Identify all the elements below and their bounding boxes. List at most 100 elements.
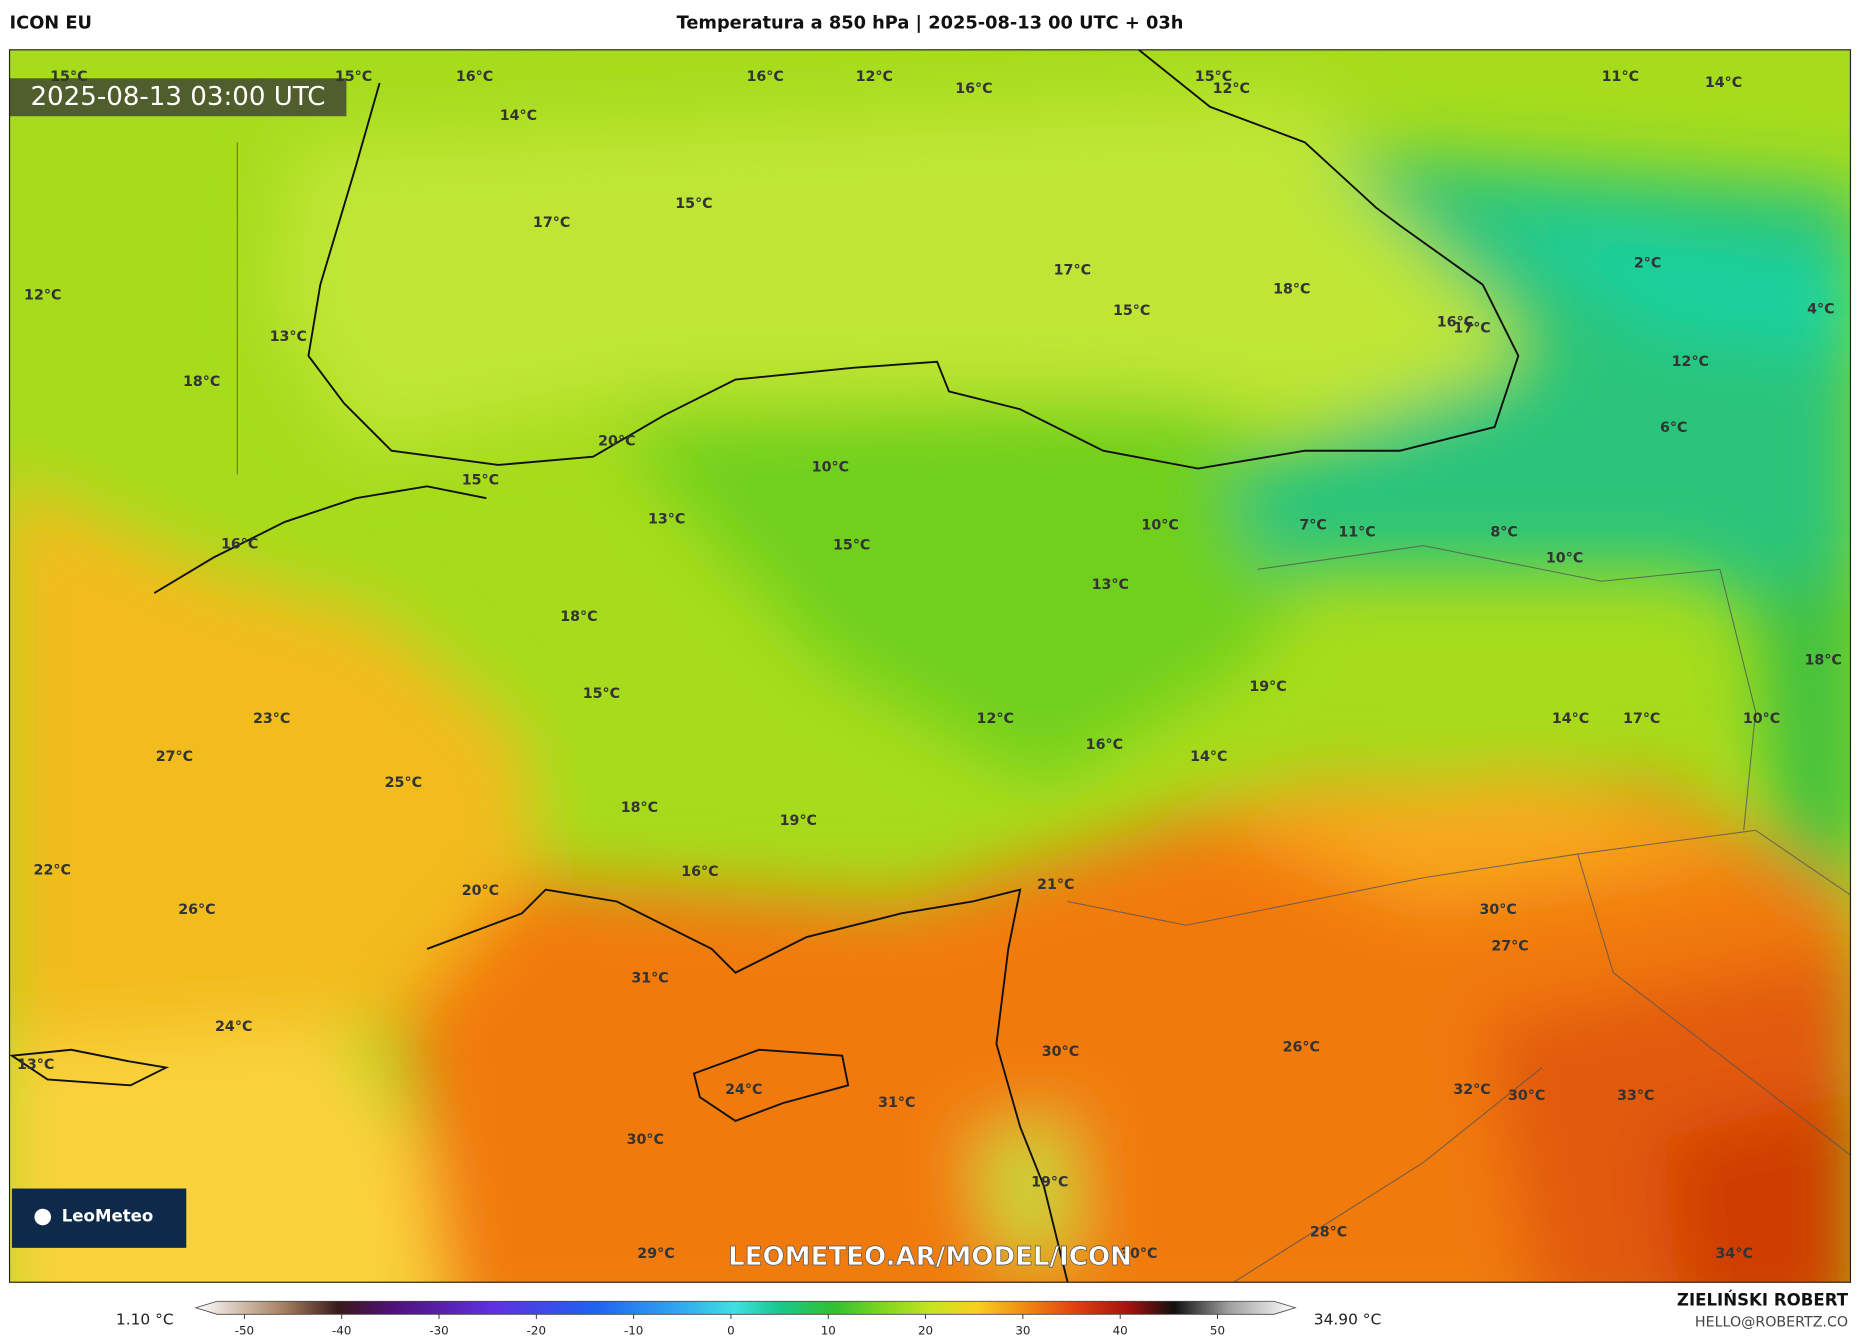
temperature-label: 18°C (183, 374, 220, 390)
temperature-label: 34°C (1716, 1246, 1753, 1262)
temperature-label: 16°C (746, 69, 783, 85)
temperature-label: 16°C (681, 864, 718, 880)
temperature-label: 15°C (583, 686, 620, 702)
colorbar-tick-label: -20 (527, 1323, 546, 1337)
temperature-label: 25°C (385, 775, 422, 791)
temperature-label: 16°C (955, 81, 992, 97)
temperature-label: 15°C (1195, 69, 1232, 85)
map-frame (8, 49, 1852, 1283)
colorbar: -50 -40 -30 -20 -10 0 10 20 30 40 50 (194, 1300, 1297, 1337)
temperature-label: 17°C (533, 215, 570, 231)
temperature-label: 7°C (1299, 517, 1326, 533)
temperature-label: 26°C (178, 902, 215, 918)
temperature-label: 23°C (253, 711, 290, 727)
colorbar-tick-label: 0 (727, 1323, 735, 1337)
temperature-field (9, 94, 1851, 1283)
colorbar-tick-label: -10 (624, 1323, 643, 1337)
colorbar-max: 34.90 °C (1314, 1311, 1381, 1329)
temperature-label: 15°C (1113, 303, 1150, 319)
colorbar-min: 1.10 °C (116, 1311, 174, 1329)
temperature-label: 14°C (1705, 75, 1742, 91)
temperature-label: 13°C (17, 1057, 54, 1073)
temperature-label: 13°C (648, 512, 685, 528)
temperature-label: 18°C (621, 800, 658, 816)
temperature-label: 33°C (1617, 1088, 1654, 1104)
marmara-coast (153, 485, 487, 594)
temperature-label: 30°C (627, 1132, 664, 1148)
temperature-labels: 15°C 15°C 16°C 16°C 12°C16°C15°C12°C11°C 14°C… (17, 69, 1842, 1262)
temperature-label: 12°C (1672, 354, 1709, 370)
colorbar-tick-label: 50 (1210, 1323, 1225, 1337)
temperature-label: 18°C (1273, 281, 1310, 297)
temperature-label: 27°C (1491, 939, 1528, 955)
temperature-label: 15°C (462, 472, 499, 488)
temperature-label: 6°C (1660, 420, 1687, 436)
model-name: ICON EU (10, 13, 92, 34)
temperature-label: 24°C (725, 1082, 762, 1098)
colorbar-tick-label: 40 (1113, 1323, 1128, 1337)
temperature-label: 19°C (1249, 679, 1286, 695)
temperature-label: 24°C (215, 1019, 252, 1035)
map-title: Temperatura a 850 hPa | 2025-08-13 00 UT… (677, 13, 1184, 34)
temperature-label: 11°C (1338, 525, 1375, 541)
temperature-label: 16°C (221, 536, 258, 552)
temperature-label: 31°C (631, 971, 668, 987)
colorbar-tick-label: 20 (918, 1323, 933, 1337)
temperature-label: 10°C (1743, 711, 1780, 727)
temperature-label: 12°C (1213, 81, 1250, 97)
logo-text: LeoMeteo (62, 1207, 154, 1226)
temperature-label: 17°C (1054, 262, 1091, 278)
temperature-label: 29°C (637, 1246, 674, 1262)
temperature-label: 26°C (1283, 1039, 1320, 1055)
temperature-label: 22°C (34, 863, 71, 879)
temperature-label: 30°C (1508, 1088, 1545, 1104)
temperature-label: 12°C (24, 287, 61, 303)
temperature-label: 15°C (833, 538, 870, 554)
colorbar-bar (194, 1300, 1297, 1315)
temperature-label: 10°C (1546, 551, 1583, 567)
temperature-label: 14°C (500, 108, 537, 124)
temperature-label: 30°C (1480, 902, 1517, 918)
temperature-label: 12°C (856, 69, 893, 85)
temperature-label: 17°C (1453, 321, 1490, 337)
temperature-label: 32°C (1453, 1082, 1490, 1098)
temperature-label: 16°C (456, 69, 493, 85)
email: HELLO@ROBERTZ.CO (1695, 1315, 1848, 1331)
cyprus (692, 1048, 850, 1122)
colorbar-tick-label: -30 (429, 1323, 448, 1337)
temperature-label: 8°C (1490, 525, 1517, 541)
temperature-label: 17°C (1623, 711, 1660, 727)
temperature-label: 14°C (1190, 749, 1227, 765)
timestamp: 2025-08-13 03:00 UTC (30, 82, 325, 112)
temperature-label: 19°C (780, 813, 817, 829)
temperature-label: 12°C (977, 711, 1014, 727)
temperature-label: 30°C (1120, 1246, 1157, 1262)
temperature-label: 27°C (156, 749, 193, 765)
logo-sun (34, 1208, 52, 1226)
borders (236, 142, 1851, 1283)
temperature-label: 10°C (812, 459, 849, 475)
temperature-label: 16°C (1086, 737, 1123, 753)
crete (9, 1048, 170, 1087)
temperature-label: 19°C (1031, 1175, 1068, 1191)
temperature-label: 11°C (1602, 69, 1639, 85)
temperature-label: 18°C (1805, 653, 1842, 669)
temperature-label: 18°C (560, 609, 597, 625)
colorbar-tick-label: -50 (235, 1323, 254, 1337)
temperature-label: 4°C (1807, 302, 1834, 318)
temperature-label: 20°C (462, 883, 499, 899)
temperature-label: 15°C (675, 196, 712, 212)
author: ZIELIŃSKI ROBERT (1677, 1291, 1849, 1310)
mediterranean-coast (426, 888, 1069, 1283)
black-sea-coast (307, 49, 1520, 470)
colorbar-tick-label: 10 (821, 1323, 836, 1337)
temperature-label: 28°C (1310, 1224, 1347, 1240)
timestamp-box (9, 78, 347, 117)
temperature-label: 13°C (1092, 577, 1129, 593)
temperature-label: 13°C (270, 329, 307, 345)
temperature-label: 16°C (1437, 315, 1474, 331)
temperature-label: 31°C (878, 1095, 915, 1111)
coastlines (9, 49, 1520, 1283)
